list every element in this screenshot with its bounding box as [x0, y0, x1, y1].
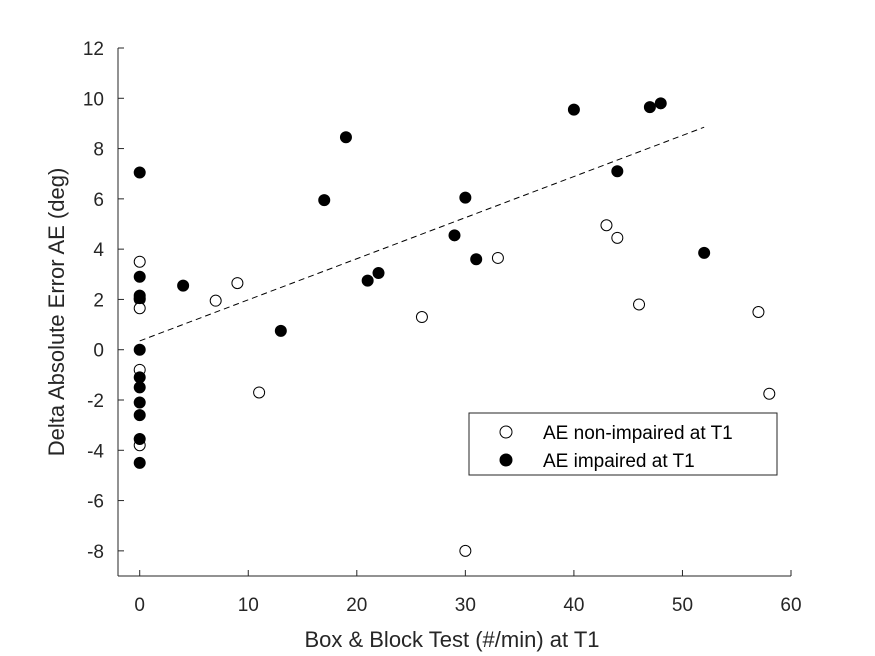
y-tick-label: 6 — [93, 190, 104, 211]
axes — [117, 48, 791, 577]
legend-label-non-impaired: AE non-impaired at T1 — [543, 423, 733, 444]
legend-box — [468, 412, 778, 476]
trendline — [139, 126, 705, 342]
x-ticks: 0 10 20 30 40 50 60 — [134, 570, 802, 616]
x-tick-label: 40 — [563, 595, 584, 616]
point-non-impaired — [209, 294, 222, 307]
point-impaired — [470, 253, 483, 266]
point-non-impaired — [415, 311, 428, 324]
point-non-impaired — [611, 231, 624, 244]
y-tick-label: -4 — [87, 441, 104, 462]
y-tick-label: -2 — [87, 391, 104, 412]
point-non-impaired — [752, 306, 765, 318]
point-impaired — [643, 101, 656, 114]
y-tick-label: -8 — [87, 542, 104, 563]
point-impaired — [133, 270, 146, 283]
point-impaired — [133, 371, 146, 384]
point-impaired — [133, 409, 146, 422]
y-tick-label: 8 — [93, 140, 104, 161]
point-impaired — [459, 191, 472, 204]
point-impaired — [654, 97, 667, 110]
y-tick-label: 12 — [83, 39, 104, 60]
legend-marker-impaired — [499, 453, 513, 467]
x-tick-label: 50 — [672, 595, 693, 616]
x-tick-label: 20 — [346, 595, 367, 616]
legend-label-impaired: AE impaired at T1 — [543, 451, 695, 472]
point-non-impaired — [253, 386, 266, 399]
point-non-impaired — [133, 302, 146, 315]
data-points — [133, 97, 776, 557]
legend: AE non-impaired at T1 AE impaired at T1 — [468, 412, 778, 476]
point-impaired — [274, 324, 287, 337]
x-tick-label: 60 — [780, 595, 801, 616]
point-impaired — [177, 279, 190, 292]
x-tick-label: 0 — [134, 595, 145, 616]
point-non-impaired — [491, 251, 504, 264]
point-impaired — [611, 165, 624, 178]
point-non-impaired — [459, 544, 472, 557]
point-impaired — [698, 246, 711, 259]
y-ticks: -8 -6 -4 -2 0 2 4 6 8 10 12 — [83, 39, 124, 563]
point-impaired — [133, 432, 146, 445]
y-tick-label: 0 — [93, 341, 104, 362]
point-impaired — [133, 292, 146, 305]
point-impaired — [133, 166, 146, 179]
point-impaired — [339, 131, 352, 144]
point-impaired — [133, 396, 146, 409]
trendline-group — [139, 126, 705, 342]
point-impaired — [372, 267, 385, 280]
point-non-impaired — [133, 255, 146, 268]
point-non-impaired — [633, 298, 646, 311]
y-tick-label: -6 — [87, 492, 104, 513]
x-tick-label: 30 — [455, 595, 476, 616]
x-tick-label: 10 — [238, 595, 259, 616]
point-impaired — [567, 103, 580, 116]
point-impaired — [361, 274, 374, 287]
point-impaired — [448, 229, 461, 242]
legend-marker-non-impaired — [499, 425, 513, 439]
point-impaired — [133, 456, 146, 469]
point-impaired — [133, 343, 146, 356]
point-impaired — [133, 381, 146, 394]
x-axis-title: Box & Block Test (#/min) at T1 — [304, 627, 599, 652]
point-impaired — [318, 194, 331, 207]
y-axis-title: Delta Absolute Error AE (deg) — [44, 168, 69, 457]
y-tick-label: 4 — [93, 240, 104, 261]
y-tick-label: 10 — [83, 89, 104, 110]
point-non-impaired — [231, 277, 244, 290]
y-tick-label: 2 — [93, 290, 104, 311]
point-non-impaired — [763, 387, 776, 400]
point-non-impaired — [600, 219, 613, 232]
